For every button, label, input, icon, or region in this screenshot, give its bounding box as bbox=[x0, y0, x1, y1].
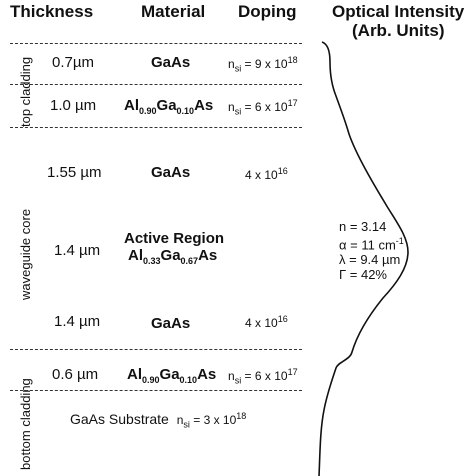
layer-thickness: 1.4 µm bbox=[54, 313, 101, 330]
param-loss: α = 11 cm-1 bbox=[339, 236, 404, 253]
layer-material: GaAs bbox=[151, 164, 191, 181]
layer-boundary bbox=[10, 349, 302, 350]
header-material: Material bbox=[141, 2, 206, 21]
header-thickness: Thickness bbox=[10, 2, 94, 21]
intensity-curve bbox=[318, 41, 409, 476]
layer-thickness: 1.55 µm bbox=[47, 164, 102, 181]
layer-thickness: 0.6 µm bbox=[52, 366, 99, 383]
layer-doping: 4 x 1016 bbox=[245, 314, 288, 330]
layer-doping: nsi = 9 x 1018 bbox=[228, 55, 298, 74]
layer-material: GaAs bbox=[151, 315, 191, 332]
layer-boundary bbox=[10, 43, 302, 44]
layer-material: Al0.90Ga0.10As bbox=[124, 97, 214, 116]
layer-material: Al0.90Ga0.10As bbox=[127, 366, 217, 385]
layer-thickness: 1.4 µm bbox=[54, 242, 101, 259]
header-doping: Doping bbox=[238, 2, 297, 21]
substrate-label: GaAs Substrate nsi = 3 x 1018 bbox=[70, 411, 247, 430]
layer-material-formula: Al0.33Ga0.67As bbox=[128, 247, 218, 266]
param-wavelength: λ = 9.4 µm bbox=[339, 252, 401, 268]
layer-material: GaAs bbox=[151, 54, 191, 71]
layer-thickness: 0.7µm bbox=[52, 54, 94, 71]
header-intensity-line2: (Arb. Units) bbox=[352, 21, 445, 40]
layer-doping: nsi = 6 x 1017 bbox=[228, 367, 298, 386]
param-index: n = 3.14 bbox=[339, 219, 387, 234]
layer-boundary bbox=[10, 127, 302, 128]
layer-doping: 4 x 1016 bbox=[245, 166, 288, 182]
mode-parameters: n = 3.14 α = 11 cm-1 λ = 9.4 µm Γ = 42% bbox=[339, 219, 404, 282]
layer-boundary bbox=[10, 390, 302, 391]
header-intensity-line1: Optical Intensity bbox=[332, 2, 465, 21]
layer-thickness: 1.0 µm bbox=[50, 97, 97, 114]
layer-material: Active Region bbox=[124, 230, 225, 247]
param-confinement: Γ = 42% bbox=[339, 267, 387, 283]
layer-boundary bbox=[10, 84, 302, 85]
layer-doping: nsi = 6 x 1017 bbox=[228, 98, 298, 117]
